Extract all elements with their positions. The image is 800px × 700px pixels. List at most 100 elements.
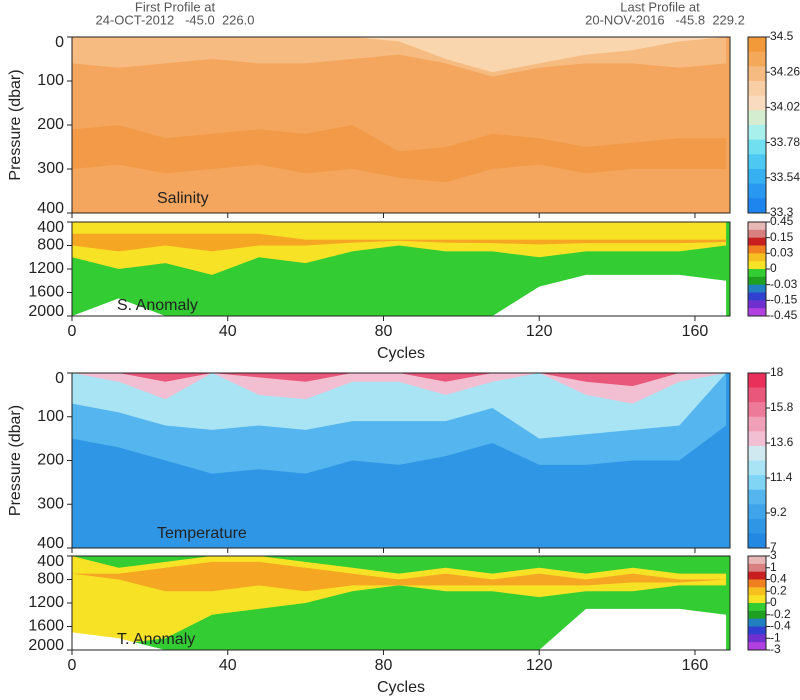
colorbar-swatch: [748, 603, 766, 612]
colorbar-swatch: [748, 475, 766, 491]
colorbar-swatch: [748, 198, 766, 214]
colorbar-label: 18: [770, 365, 784, 379]
x-tick-label: 0: [68, 657, 77, 674]
colorbar-label: 0.2: [770, 583, 787, 597]
field-layer: [72, 233, 727, 252]
colorbar-label: -0.03: [770, 277, 798, 291]
colorbar-swatch: [748, 308, 766, 317]
x-tick-label: 160: [682, 657, 709, 674]
colorbar-swatch: [748, 626, 766, 635]
field-layer: [72, 37, 727, 73]
x-axis-label: Cycles: [377, 345, 425, 362]
colorbar-swatch: [748, 402, 766, 418]
y-tick-label: 1600: [28, 284, 64, 301]
colorbar-swatch: [748, 563, 766, 573]
y-tick-label: 400: [37, 535, 64, 552]
panel-label: Salinity: [157, 190, 209, 207]
colorbar-label: -0.4: [770, 619, 791, 633]
colorbar-swatch: [748, 460, 766, 476]
colorbar-label: 1: [770, 560, 777, 574]
colorbar-swatch: [748, 292, 766, 301]
colorbar-swatch: [748, 595, 766, 604]
colorbar-swatch: [748, 445, 766, 461]
colorbar-swatch: [748, 253, 766, 262]
colorbar-label: 33.78: [770, 135, 800, 149]
colorbar-swatch: [748, 587, 766, 596]
colorbar-swatch: [748, 634, 766, 643]
colorbar-frame: [747, 372, 767, 549]
y-tick-label: 200: [37, 452, 64, 469]
colorbar-swatch: [748, 431, 766, 447]
colorbar-swatch: [748, 579, 766, 588]
colorbar-label: -3: [770, 642, 781, 656]
colorbar-label: -0.45: [770, 308, 798, 322]
y-tick-label: 2000: [28, 303, 64, 320]
colorbar-label: 0: [770, 595, 777, 609]
colorbar-swatch: [748, 81, 766, 97]
colorbar-swatch: [748, 276, 766, 286]
colorbar-swatch: [748, 66, 766, 82]
colorbar-label: 34.5: [770, 29, 794, 43]
colorbar-swatch: [748, 387, 766, 403]
colorbar-swatch: [748, 300, 766, 309]
y-tick-label: 300: [37, 160, 64, 177]
panel-label: Temperature: [157, 525, 247, 542]
colorbar-swatch: [748, 489, 766, 505]
field-layer: [72, 608, 727, 650]
y-tick-label: 1200: [28, 594, 64, 611]
colorbar-label: 34.02: [770, 100, 800, 114]
first-title: First Profile at: [135, 0, 216, 14]
colorbar-swatch: [748, 518, 766, 534]
x-tick-label: 40: [219, 323, 237, 340]
colorbar-swatch: [748, 183, 766, 199]
y-axis-label: Pressure (dbar): [7, 69, 24, 180]
y-tick-label: 800: [37, 571, 64, 588]
colorbar-swatch: [748, 556, 766, 565]
y-tick-label: 800: [37, 237, 64, 254]
colorbar-swatch: [748, 245, 766, 254]
y-tick-label: 100: [37, 72, 64, 89]
colorbar-swatch: [748, 222, 766, 231]
colorbar-label: 15.8: [770, 400, 794, 414]
colorbar-frame: [747, 36, 767, 214]
last-info: 20-NOV-2016 -45.8 229.2: [585, 12, 745, 27]
field-layer: [72, 125, 727, 183]
panel-label: T. Anomaly: [117, 631, 195, 648]
y-tick-label: 400: [37, 219, 64, 236]
field-layer: [72, 373, 727, 387]
x-axis-label: Cycles: [377, 679, 425, 696]
colorbar-label: -0.2: [770, 607, 791, 621]
colorbar-swatch: [748, 95, 766, 111]
plot-background: [72, 37, 730, 213]
colorbar-swatch: [748, 642, 766, 651]
colorbar-swatch: [748, 571, 766, 580]
y-tick-label: 0: [55, 370, 64, 387]
y-tick-label: 400: [37, 553, 64, 570]
colorbar-swatch: [748, 284, 766, 293]
colorbar-swatch: [748, 373, 766, 389]
colorbar-swatch: [748, 229, 766, 239]
y-tick-label: 1200: [28, 260, 64, 277]
y-tick-label: 2000: [28, 637, 64, 654]
field-layer: [72, 561, 727, 592]
colorbar-swatch: [748, 37, 766, 53]
colorbar-label: -0.15: [770, 293, 798, 307]
x-tick-label: 80: [375, 323, 393, 340]
colorbar-label: 9.2: [770, 505, 787, 519]
colorbar-swatch: [748, 610, 766, 620]
colorbar-swatch: [748, 154, 766, 170]
last-title: Last Profile at: [620, 0, 700, 14]
x-tick-label: 160: [682, 323, 709, 340]
field-layer: [72, 274, 727, 316]
colorbar-label: 3: [770, 548, 777, 562]
y-tick-label: 0: [55, 34, 64, 51]
colorbar-swatch: [748, 533, 766, 549]
colorbar-swatch: [748, 139, 766, 155]
colorbar-label: -1: [770, 630, 781, 644]
colorbar-label: 0.03: [770, 246, 794, 260]
colorbar-label: 33.54: [770, 170, 800, 184]
panel-label: S. Anomaly: [117, 297, 198, 314]
y-tick-label: 400: [37, 200, 64, 217]
colorbar-swatch: [748, 261, 766, 270]
